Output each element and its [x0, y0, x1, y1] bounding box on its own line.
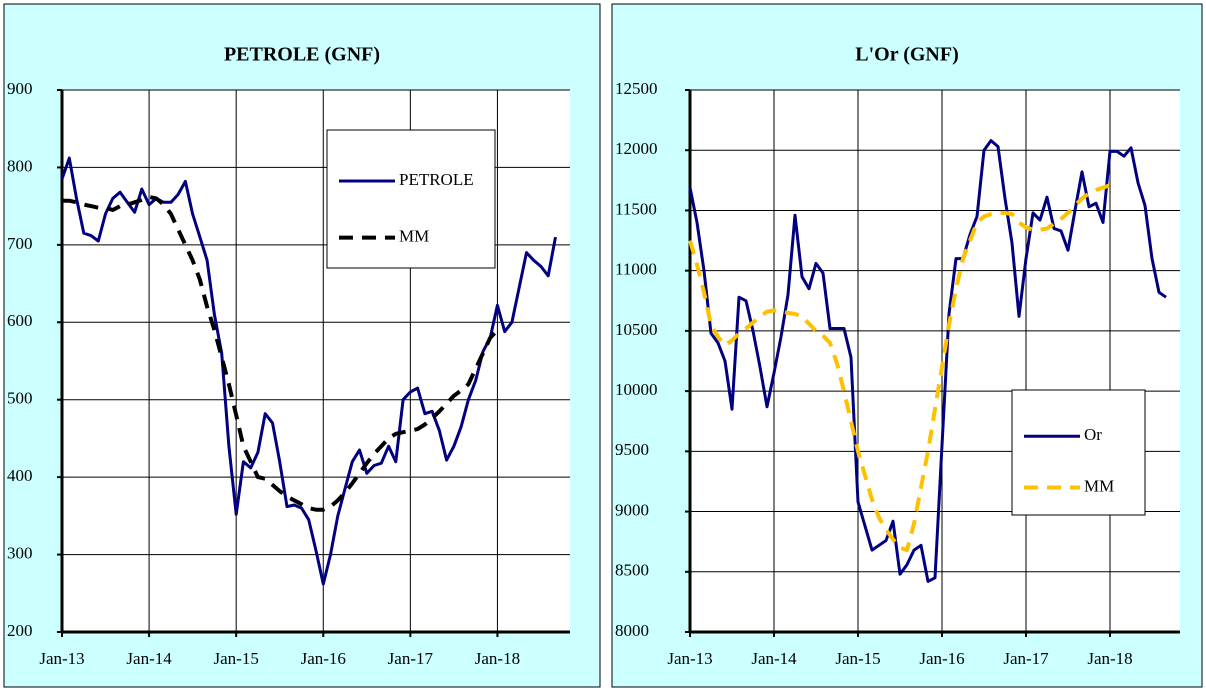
x-tick-label: Jan-15 [835, 649, 880, 668]
x-tick-label: Jan-18 [475, 649, 520, 668]
plot-area [690, 90, 1180, 632]
legend-label: PETROLE [399, 170, 474, 189]
legend-label: MM [399, 227, 429, 246]
legend-label: Or [1084, 425, 1102, 444]
y-tick-label: 8000 [615, 621, 649, 640]
x-tick-label: Jan-13 [667, 649, 712, 668]
y-tick-label: 600 [7, 311, 33, 330]
y-tick-label: 12500 [615, 79, 658, 98]
x-tick-label: Jan-16 [919, 649, 964, 668]
x-tick-label: Jan-17 [1003, 649, 1049, 668]
x-tick-label: Jan-17 [388, 649, 434, 668]
y-tick-label: 500 [7, 389, 33, 408]
y-tick-label: 9000 [615, 500, 649, 519]
legend [326, 129, 496, 269]
y-tick-label: 800 [7, 156, 33, 175]
y-tick-label: 200 [7, 621, 33, 640]
y-tick-label: 10000 [615, 380, 658, 399]
legend [1011, 389, 1146, 516]
y-tick-label: 900 [7, 79, 33, 98]
y-tick-label: 300 [7, 543, 33, 562]
series-line [62, 194, 499, 512]
y-tick-label: 9500 [615, 440, 649, 459]
legend-label: MM [1084, 476, 1114, 495]
x-tick-label: Jan-18 [1087, 649, 1132, 668]
x-tick-label: Jan-14 [751, 649, 797, 668]
series-line [60, 156, 557, 586]
y-tick-label: 8500 [615, 561, 649, 580]
y-tick-label: 700 [7, 234, 33, 253]
x-tick-label: Jan-13 [39, 649, 84, 668]
y-tick-label: 11000 [615, 260, 657, 279]
x-tick-label: Jan-15 [214, 649, 259, 668]
y-tick-label: 12000 [615, 139, 658, 158]
x-tick-label: Jan-16 [301, 649, 346, 668]
y-tick-label: 10500 [615, 320, 658, 339]
x-tick-label: Jan-14 [126, 649, 172, 668]
y-tick-label: 11500 [615, 199, 657, 218]
y-tick-label: 400 [7, 466, 33, 485]
chart-title: L'Or (GNF) [855, 44, 959, 66]
chart-title: PETROLE (GNF) [224, 44, 380, 66]
